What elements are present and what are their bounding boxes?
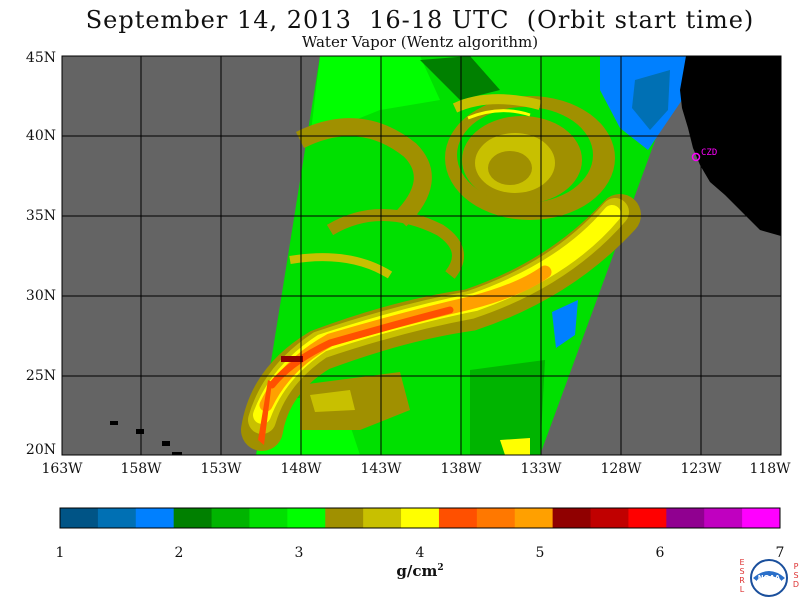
colorbar-segment [628, 508, 667, 528]
colorbar-segment [325, 508, 364, 528]
map-frame [61, 55, 782, 456]
colorbar-tick-5: 5 [535, 545, 545, 561]
station-label: CZD [701, 148, 717, 158]
colorbar-tick-1: 1 [55, 545, 65, 561]
colorbar-segment [363, 508, 402, 528]
units-exponent: 2 [437, 563, 444, 573]
lon-label-153w: 153W [200, 461, 242, 477]
land-mass [680, 56, 781, 236]
lon-label-128w: 128W [600, 461, 642, 477]
lon-label-138w: 138W [440, 461, 482, 477]
lat-label-40n: 40N [25, 128, 56, 144]
map-subtitle: Water Vapor (Wentz algorithm) [301, 33, 539, 51]
colorbar [60, 508, 781, 528]
colorbar-segment [211, 508, 250, 528]
map-title: September 14, 2013 16-18 UTC (Orbit star… [85, 6, 755, 34]
station-marker [691, 152, 701, 162]
colorbar-segment [704, 508, 743, 528]
units-text: g/cm [396, 562, 438, 580]
hawaii-island [110, 421, 118, 425]
lon-label-143w: 143W [360, 461, 402, 477]
lat-label-25n: 25N [25, 368, 56, 384]
colorbar-segment [590, 508, 629, 528]
colorbar-units: g/cm2 [380, 562, 460, 580]
lon-label-148w: 148W [280, 461, 322, 477]
noaa-logo-text: NOAA [758, 574, 781, 582]
colorbar-segment [438, 508, 478, 528]
lat-lon-grid [62, 56, 781, 455]
colorbar-segment [742, 508, 781, 528]
lon-label-123w: 123W [680, 461, 722, 477]
colorbar-segment [514, 508, 554, 528]
colorbar-segment [401, 508, 440, 528]
colorbar-segment [173, 508, 213, 528]
lat-label-45n: 45N [25, 50, 56, 66]
lat-label-35n: 35N [25, 208, 56, 224]
colorbar-segment [666, 508, 705, 528]
colorbar-segment [135, 508, 175, 528]
lon-label-158w: 158W [120, 461, 162, 477]
lon-label-133w: 133W [520, 461, 562, 477]
colorbar-segment [249, 508, 288, 528]
colorbar-segment [97, 508, 137, 528]
lon-label-118w: 118W [749, 461, 791, 477]
colorbar-segment [60, 508, 99, 528]
colorbar-tick-4: 4 [415, 545, 425, 561]
colorbar-segment [287, 508, 326, 528]
lat-label-30n: 30N [25, 288, 56, 304]
colorbar-tick-3: 3 [294, 545, 304, 561]
noaa-emblem: NOAA [750, 559, 788, 597]
lat-label-20n: 20N [25, 442, 56, 458]
colorbar-tick-7: 7 [775, 545, 785, 561]
colorbar-frame [59, 507, 781, 529]
colorbar-tick-2: 2 [174, 545, 184, 561]
lon-label-163w: 163W [41, 461, 83, 477]
colorbar-tick-6: 6 [655, 545, 665, 561]
colorbar-segment [476, 508, 516, 528]
colorbar-segment [552, 508, 592, 528]
